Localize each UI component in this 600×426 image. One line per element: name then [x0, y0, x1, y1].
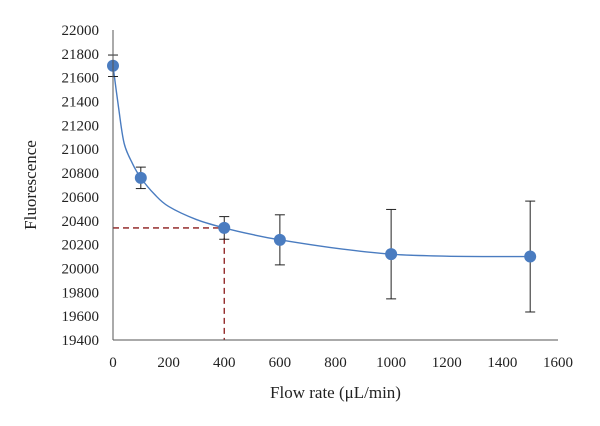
data-point: [273, 233, 286, 246]
y-axis-title: Fluorescence: [21, 140, 40, 230]
y-tick-label: 21800: [62, 47, 100, 63]
x-tick-label: 200: [157, 355, 180, 371]
y-tick-label: 19600: [62, 309, 100, 325]
y-tick-labels: 19400 19600 19800 20000 20200 20400 20600 20800…: [62, 23, 100, 349]
x-tick-label: 0: [109, 355, 117, 371]
x-tick-label: 800: [324, 355, 347, 371]
y-tick-label: 20000: [62, 261, 100, 277]
y-tick-label: 21200: [62, 118, 100, 134]
y-tick-label: 22000: [62, 23, 100, 39]
y-tick-label: 21000: [62, 142, 100, 158]
y-tick-label: 20800: [62, 166, 100, 182]
data-point: [218, 221, 231, 234]
x-tick-label: 600: [269, 355, 292, 371]
data-point: [134, 171, 147, 184]
data-point: [524, 250, 537, 263]
x-tick-labels: 0 200 400 600 800 1000 1200 1400 1600: [109, 355, 573, 371]
x-axis-title: Flow rate (μL/min): [270, 383, 401, 402]
x-tick-label: 1400: [487, 355, 517, 371]
x-tick-label: 1200: [432, 355, 462, 371]
y-tick-label: 20200: [62, 238, 100, 254]
x-tick-label: 400: [213, 355, 236, 371]
y-tick-label: 19800: [62, 285, 100, 301]
data-points: [107, 59, 537, 263]
x-tick-label: 1000: [376, 355, 406, 371]
y-tick-label: 19400: [62, 333, 100, 349]
y-tick-label: 20400: [62, 214, 100, 230]
y-tick-label: 20600: [62, 190, 100, 206]
y-tick-label: 21400: [62, 95, 100, 111]
error-bars: [108, 54, 536, 313]
data-point: [385, 248, 398, 261]
x-tick-label: 1600: [543, 355, 573, 371]
y-tick-label: 21600: [62, 71, 100, 87]
fit-curve: [112, 65, 531, 258]
reference-lines: [113, 227, 225, 340]
